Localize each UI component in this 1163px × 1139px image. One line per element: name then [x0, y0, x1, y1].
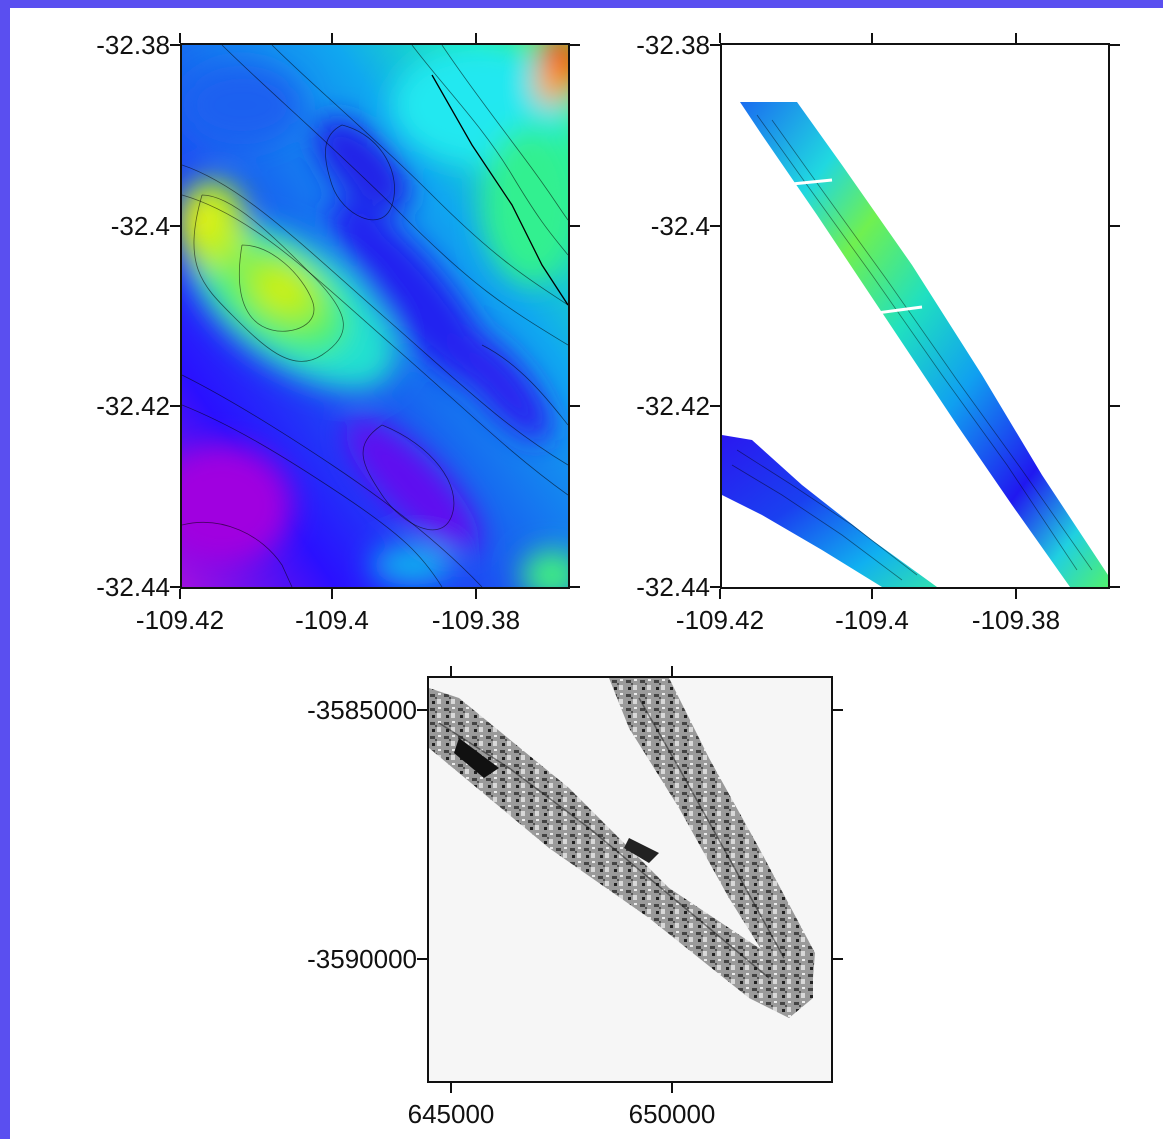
y-tick-label: -32.4 — [650, 211, 710, 241]
y-tick-mark — [1110, 44, 1120, 46]
x-tick-mark — [179, 33, 181, 43]
x-tick-mark — [331, 589, 333, 599]
x-tick-mark — [1015, 33, 1017, 43]
x-tick-label: -109.38 — [431, 605, 521, 635]
x-tick-label: -109.42 — [675, 605, 765, 635]
y-tick-mark — [570, 44, 580, 46]
y-tick-mark — [170, 405, 180, 407]
x-tick-mark — [475, 33, 477, 43]
y-tick-label: -32.44 — [96, 572, 170, 602]
y-tick-mark — [170, 225, 180, 227]
x-tick-mark — [1015, 589, 1017, 599]
y-tick-mark — [417, 709, 427, 711]
x-tick-mark — [331, 33, 333, 43]
y-tick-label: -32.38 — [96, 30, 170, 60]
x-tick-label: -109.38 — [971, 605, 1061, 635]
y-tick-mark — [1110, 225, 1120, 227]
y-tick-mark — [833, 958, 843, 960]
x-tick-label: 650000 — [628, 1099, 716, 1129]
swath-tracks-surface — [722, 102, 1108, 587]
y-tick-mark — [570, 225, 580, 227]
bathymetry-surface — [182, 45, 568, 587]
x-tick-mark — [719, 33, 721, 43]
y-tick-mark — [570, 586, 580, 588]
y-tick-mark — [570, 405, 580, 407]
x-tick-label: -109.4 — [835, 605, 909, 635]
x-tick-mark — [671, 666, 673, 676]
y-tick-mark — [710, 405, 720, 407]
bathymetry-map[interactable] — [180, 43, 570, 589]
x-tick-mark — [450, 1083, 452, 1093]
x-tick-label: -109.42 — [135, 605, 225, 635]
x-tick-mark — [719, 589, 721, 599]
x-tick-mark — [671, 1083, 673, 1093]
y-tick-label: -32.42 — [96, 391, 170, 421]
y-tick-label: -32.4 — [110, 211, 170, 241]
sidescan-mosaic-map[interactable] — [427, 676, 833, 1083]
y-tick-mark — [710, 225, 720, 227]
y-tick-mark — [170, 44, 180, 46]
x-tick-label: -109.4 — [295, 605, 369, 635]
y-tick-label: -3590000 — [307, 944, 417, 974]
x-tick-mark — [871, 589, 873, 599]
figure-sheet: -32.38 -32.4 -32.42 -32.44 -109.42 -109.4 -109… — [10, 8, 1163, 1139]
y-tick-mark — [1110, 405, 1120, 407]
x-tick-mark — [179, 589, 181, 599]
x-tick-mark — [450, 666, 452, 676]
sidescan-mosaic-surface — [429, 678, 815, 1018]
x-tick-mark — [475, 589, 477, 599]
y-tick-mark — [833, 709, 843, 711]
x-tick-mark — [871, 33, 873, 43]
y-tick-mark — [710, 44, 720, 46]
y-tick-mark — [170, 586, 180, 588]
x-tick-label: 645000 — [407, 1099, 495, 1129]
y-tick-label: -3585000 — [307, 695, 417, 725]
y-tick-label: -32.44 — [636, 572, 710, 602]
y-tick-mark — [1110, 586, 1120, 588]
y-tick-label: -32.42 — [636, 391, 710, 421]
y-tick-label: -32.38 — [636, 30, 710, 60]
swath-tracks-map[interactable] — [720, 43, 1110, 589]
y-tick-mark — [417, 958, 427, 960]
y-tick-mark — [710, 586, 720, 588]
